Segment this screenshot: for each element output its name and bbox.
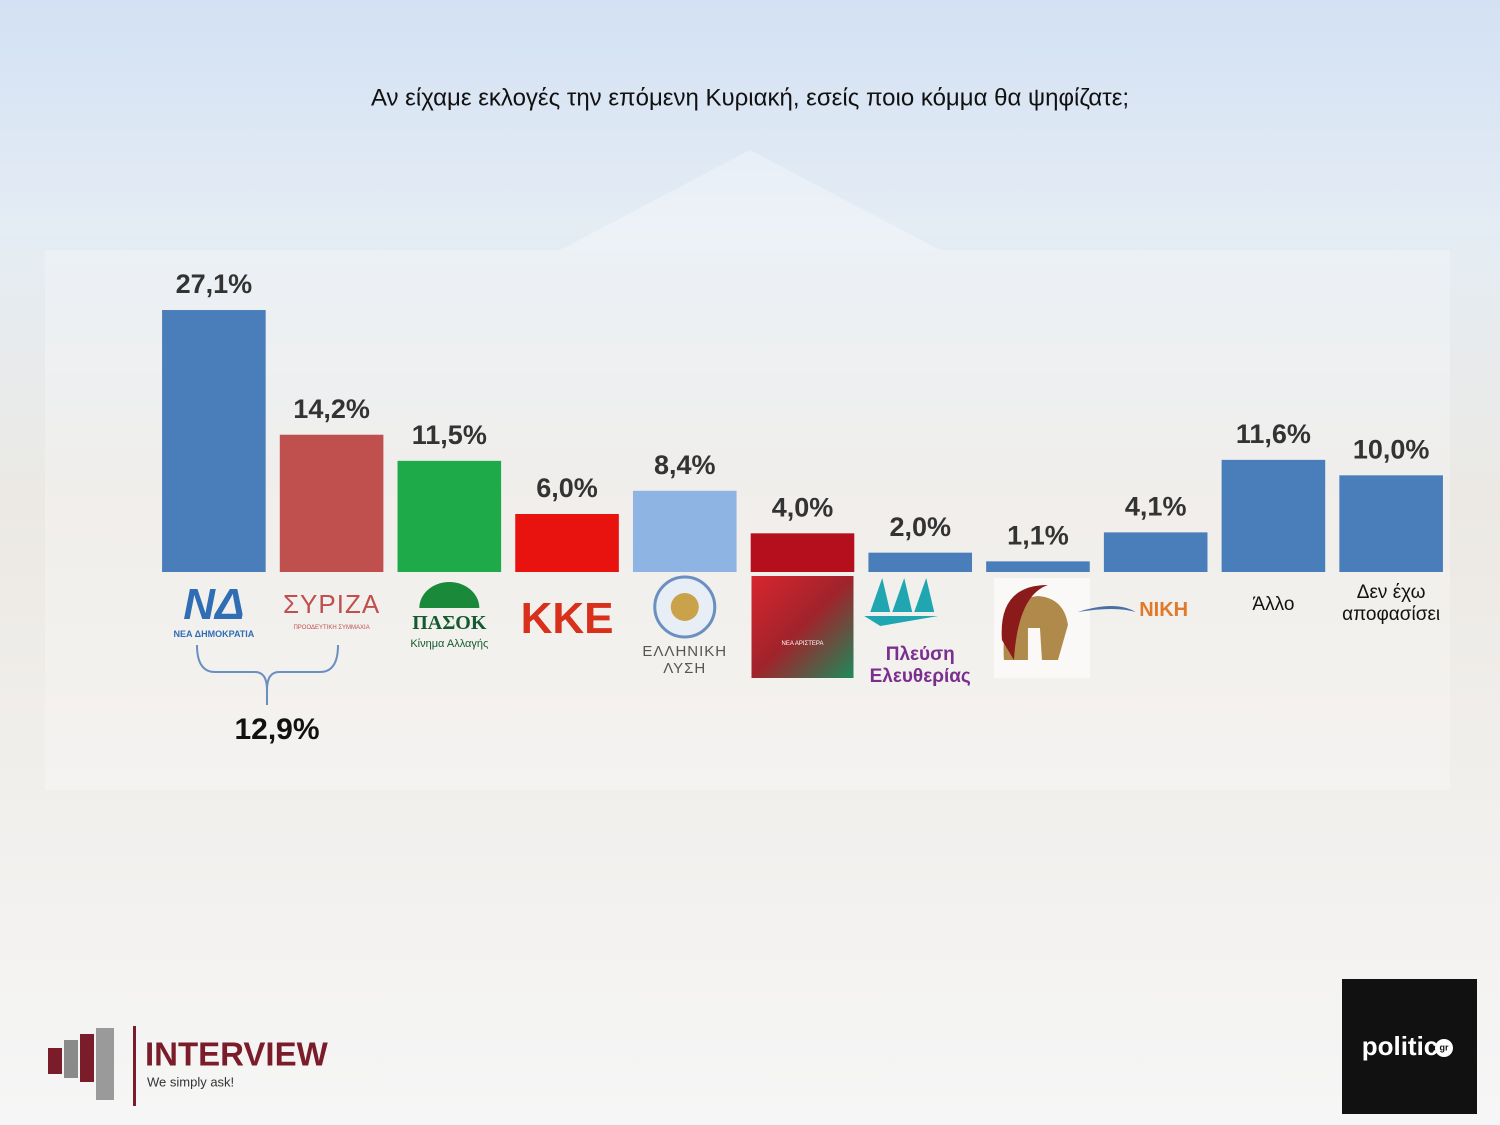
bar: [397, 460, 502, 572]
value-label: 2,0%: [889, 512, 951, 542]
bar: [1103, 532, 1208, 572]
bar: [632, 490, 737, 572]
logo-sails: [864, 578, 939, 626]
x-tick-label: ΚΚΕ: [520, 594, 614, 643]
bar: [1221, 459, 1326, 572]
x-tick-label: ΕΛΛΗΝΙΚΗ ΛΥΣΗ: [642, 643, 728, 678]
value-label: 11,6%: [1236, 419, 1311, 449]
bar: [750, 533, 855, 572]
chart-title: Αν είχαμε εκλογές την επόμενη Κυριακή, ε…: [371, 84, 1129, 111]
bracket: [196, 644, 339, 705]
background-pediment: [560, 150, 940, 250]
bar: [162, 310, 266, 572]
niki-swoosh: [1077, 606, 1136, 612]
x-tick-label: ΝΕΑ ΑΡΙΣΤΕΡΑ: [781, 641, 824, 647]
value-label: 10,0%: [1353, 434, 1430, 464]
logo-caption: ΝΔ: [183, 580, 245, 629]
value-label: 27,1%: [176, 269, 253, 299]
x-tick-label: Άλλο: [1252, 594, 1295, 615]
bar: [279, 434, 384, 572]
value-label: 14,2%: [293, 394, 370, 424]
politic-logo: politic: [1362, 1031, 1439, 1061]
logo-compass: [670, 593, 699, 621]
x-tick-label: ΣΥΡΙΖΑ: [282, 589, 381, 619]
x-tick-label: ΠΑΣΟΚ: [412, 612, 487, 634]
interview-icon: [48, 1026, 136, 1106]
value-label: 4,0%: [772, 492, 834, 522]
value-label: 11,5%: [412, 420, 487, 450]
annotation-label: 12,9%: [234, 713, 319, 746]
interview-slogan: We simply ask!: [147, 1074, 234, 1089]
x-tick-label: ΝΕΑ ΔΗΜΟΚΡΑΤΙΑ: [173, 629, 255, 639]
value-label: 8,4%: [654, 450, 716, 480]
value-label: 4,1%: [1125, 491, 1187, 521]
bar: [986, 561, 1090, 572]
politic-suffix: gr: [1440, 1042, 1449, 1052]
value-label: 1,1%: [1007, 520, 1069, 550]
logo-caption: Κίνημα Αλλαγής: [410, 638, 489, 650]
interview-logo: INTERVIEW: [145, 1036, 329, 1073]
logo-caption: ΠΡΟΟΔΕΥΤΙΚΗ ΣΥΜΜΑΧΙΑ: [293, 625, 370, 631]
x-tick-label: Δεν έχω αποφασίσει: [1342, 582, 1441, 625]
logo-box: [751, 576, 854, 678]
politic-dot: [1435, 1039, 1453, 1057]
x-tick-label: ΝΙΚΗ: [1139, 599, 1189, 621]
spartan-crest: [1001, 585, 1048, 660]
pasok-sun: [419, 582, 480, 608]
bar: [515, 514, 619, 572]
politic-box: [1342, 979, 1477, 1114]
value-label: 6,0%: [536, 473, 598, 503]
background-building: [45, 250, 1450, 790]
x-tick-label: Πλεύση Ελευθερίας: [869, 644, 971, 687]
bar: [868, 552, 973, 572]
bar: [1339, 475, 1443, 572]
